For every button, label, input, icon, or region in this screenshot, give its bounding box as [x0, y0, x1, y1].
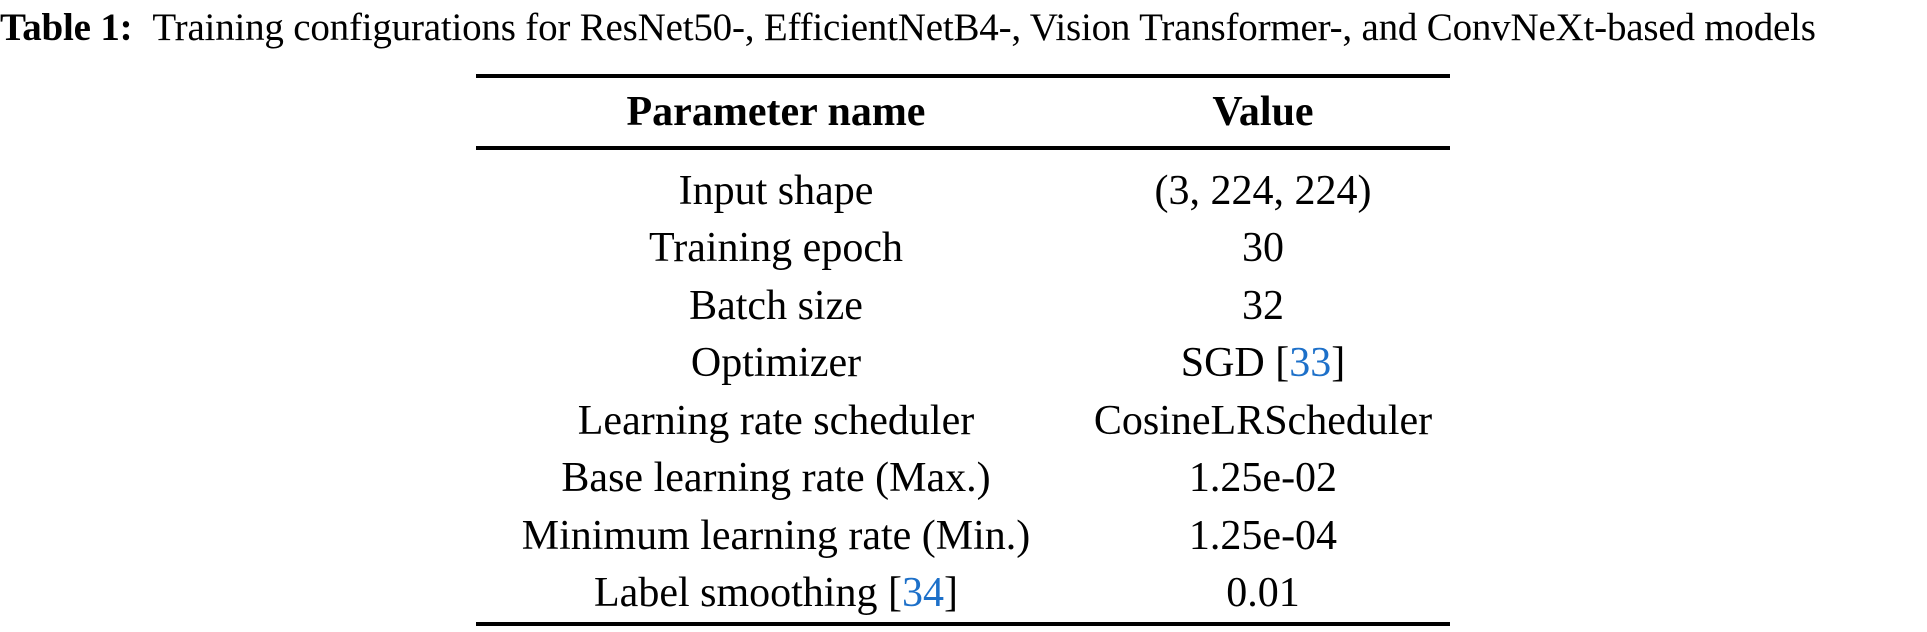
parameter-name-cell: Minimum learning rate (Min.): [476, 512, 1076, 560]
parameter-name-cell: Base learning rate (Max.): [476, 454, 1076, 502]
table-caption-text: Training configurations for ResNet50-, E…: [152, 6, 1816, 49]
cell-text: 1.25e-02: [1188, 455, 1338, 502]
column-header-parameter-name: Parameter name: [626, 89, 926, 135]
cell-text: 30: [1242, 225, 1284, 272]
cell-text: SGD [: [1180, 340, 1290, 387]
value-cell: 32: [1076, 282, 1450, 330]
cell-text: 1.25e-04: [1188, 512, 1338, 559]
cell-text: (3, 224, 224): [1154, 167, 1372, 214]
table-row: Minimum learning rate (Min.) 1.25e-04: [476, 507, 1450, 565]
parameter-name-cell: Optimizer: [476, 339, 1076, 387]
table-caption: Table 1: Training configurations for ResN…: [0, 0, 1927, 56]
table-row: Training epoch 30: [476, 220, 1450, 278]
cell-text: 32: [1242, 282, 1284, 329]
table-row: Learning rate scheduler CosineLRScheduler: [476, 392, 1450, 450]
value-cell: CosineLRScheduler: [1076, 397, 1450, 445]
table-header-row: Parameter name Value: [476, 74, 1450, 150]
parameter-name-cell: Training epoch: [476, 224, 1076, 272]
cell-text: Optimizer: [690, 340, 862, 387]
table-row: Input shape (3, 224, 224): [476, 162, 1450, 220]
value-cell: 1.25e-02: [1076, 454, 1450, 502]
cell-text: CosineLRScheduler: [1093, 397, 1433, 444]
parameter-name-cell: Input shape: [476, 167, 1076, 215]
citation-link[interactable]: 33: [1289, 340, 1332, 387]
cell-text: Batch size: [689, 282, 863, 329]
column-header-value: Value: [1212, 89, 1314, 135]
cell-text: ]: [943, 570, 958, 617]
parameter-name-cell: Batch size: [476, 282, 1076, 330]
value-cell: 30: [1076, 224, 1450, 272]
training-config-table: Parameter name Value Input shape (3, 224,…: [476, 74, 1450, 626]
cell-text: Label smoothing [: [594, 570, 902, 617]
cell-text: 0.01: [1226, 570, 1300, 617]
value-cell: 0.01: [1076, 569, 1450, 617]
parameter-name-cell: Label smoothing [34]: [476, 569, 1076, 617]
cell-text: Training epoch: [649, 225, 903, 272]
parameter-name-cell: Learning rate scheduler: [476, 397, 1076, 445]
cell-text: Learning rate scheduler: [577, 397, 975, 444]
table-body: Input shape (3, 224, 224) Training epoch 30…: [476, 150, 1450, 626]
table-row: Optimizer SGD [33]: [476, 335, 1450, 393]
cell-text: Minimum learning rate (Min.): [521, 512, 1031, 559]
table-row: Label smoothing [34] 0.01: [476, 565, 1450, 623]
cell-text: Input shape: [678, 167, 874, 214]
value-cell: (3, 224, 224): [1076, 167, 1450, 215]
table-row: Batch size 32: [476, 277, 1450, 335]
value-cell: SGD [33]: [1076, 339, 1450, 387]
table-row: Base learning rate (Max.) 1.25e-02: [476, 450, 1450, 508]
cell-text: ]: [1331, 340, 1346, 387]
table-caption-label: Table 1:: [0, 6, 133, 49]
cell-text: Base learning rate (Max.): [561, 455, 991, 502]
citation-link[interactable]: 34: [901, 570, 944, 617]
value-cell: 1.25e-04: [1076, 512, 1450, 560]
